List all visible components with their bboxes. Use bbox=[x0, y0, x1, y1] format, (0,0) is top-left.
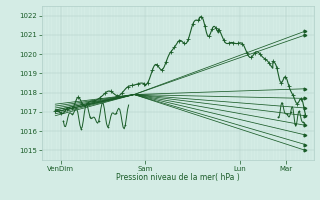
X-axis label: Pression niveau de la mer( hPa ): Pression niveau de la mer( hPa ) bbox=[116, 173, 239, 182]
